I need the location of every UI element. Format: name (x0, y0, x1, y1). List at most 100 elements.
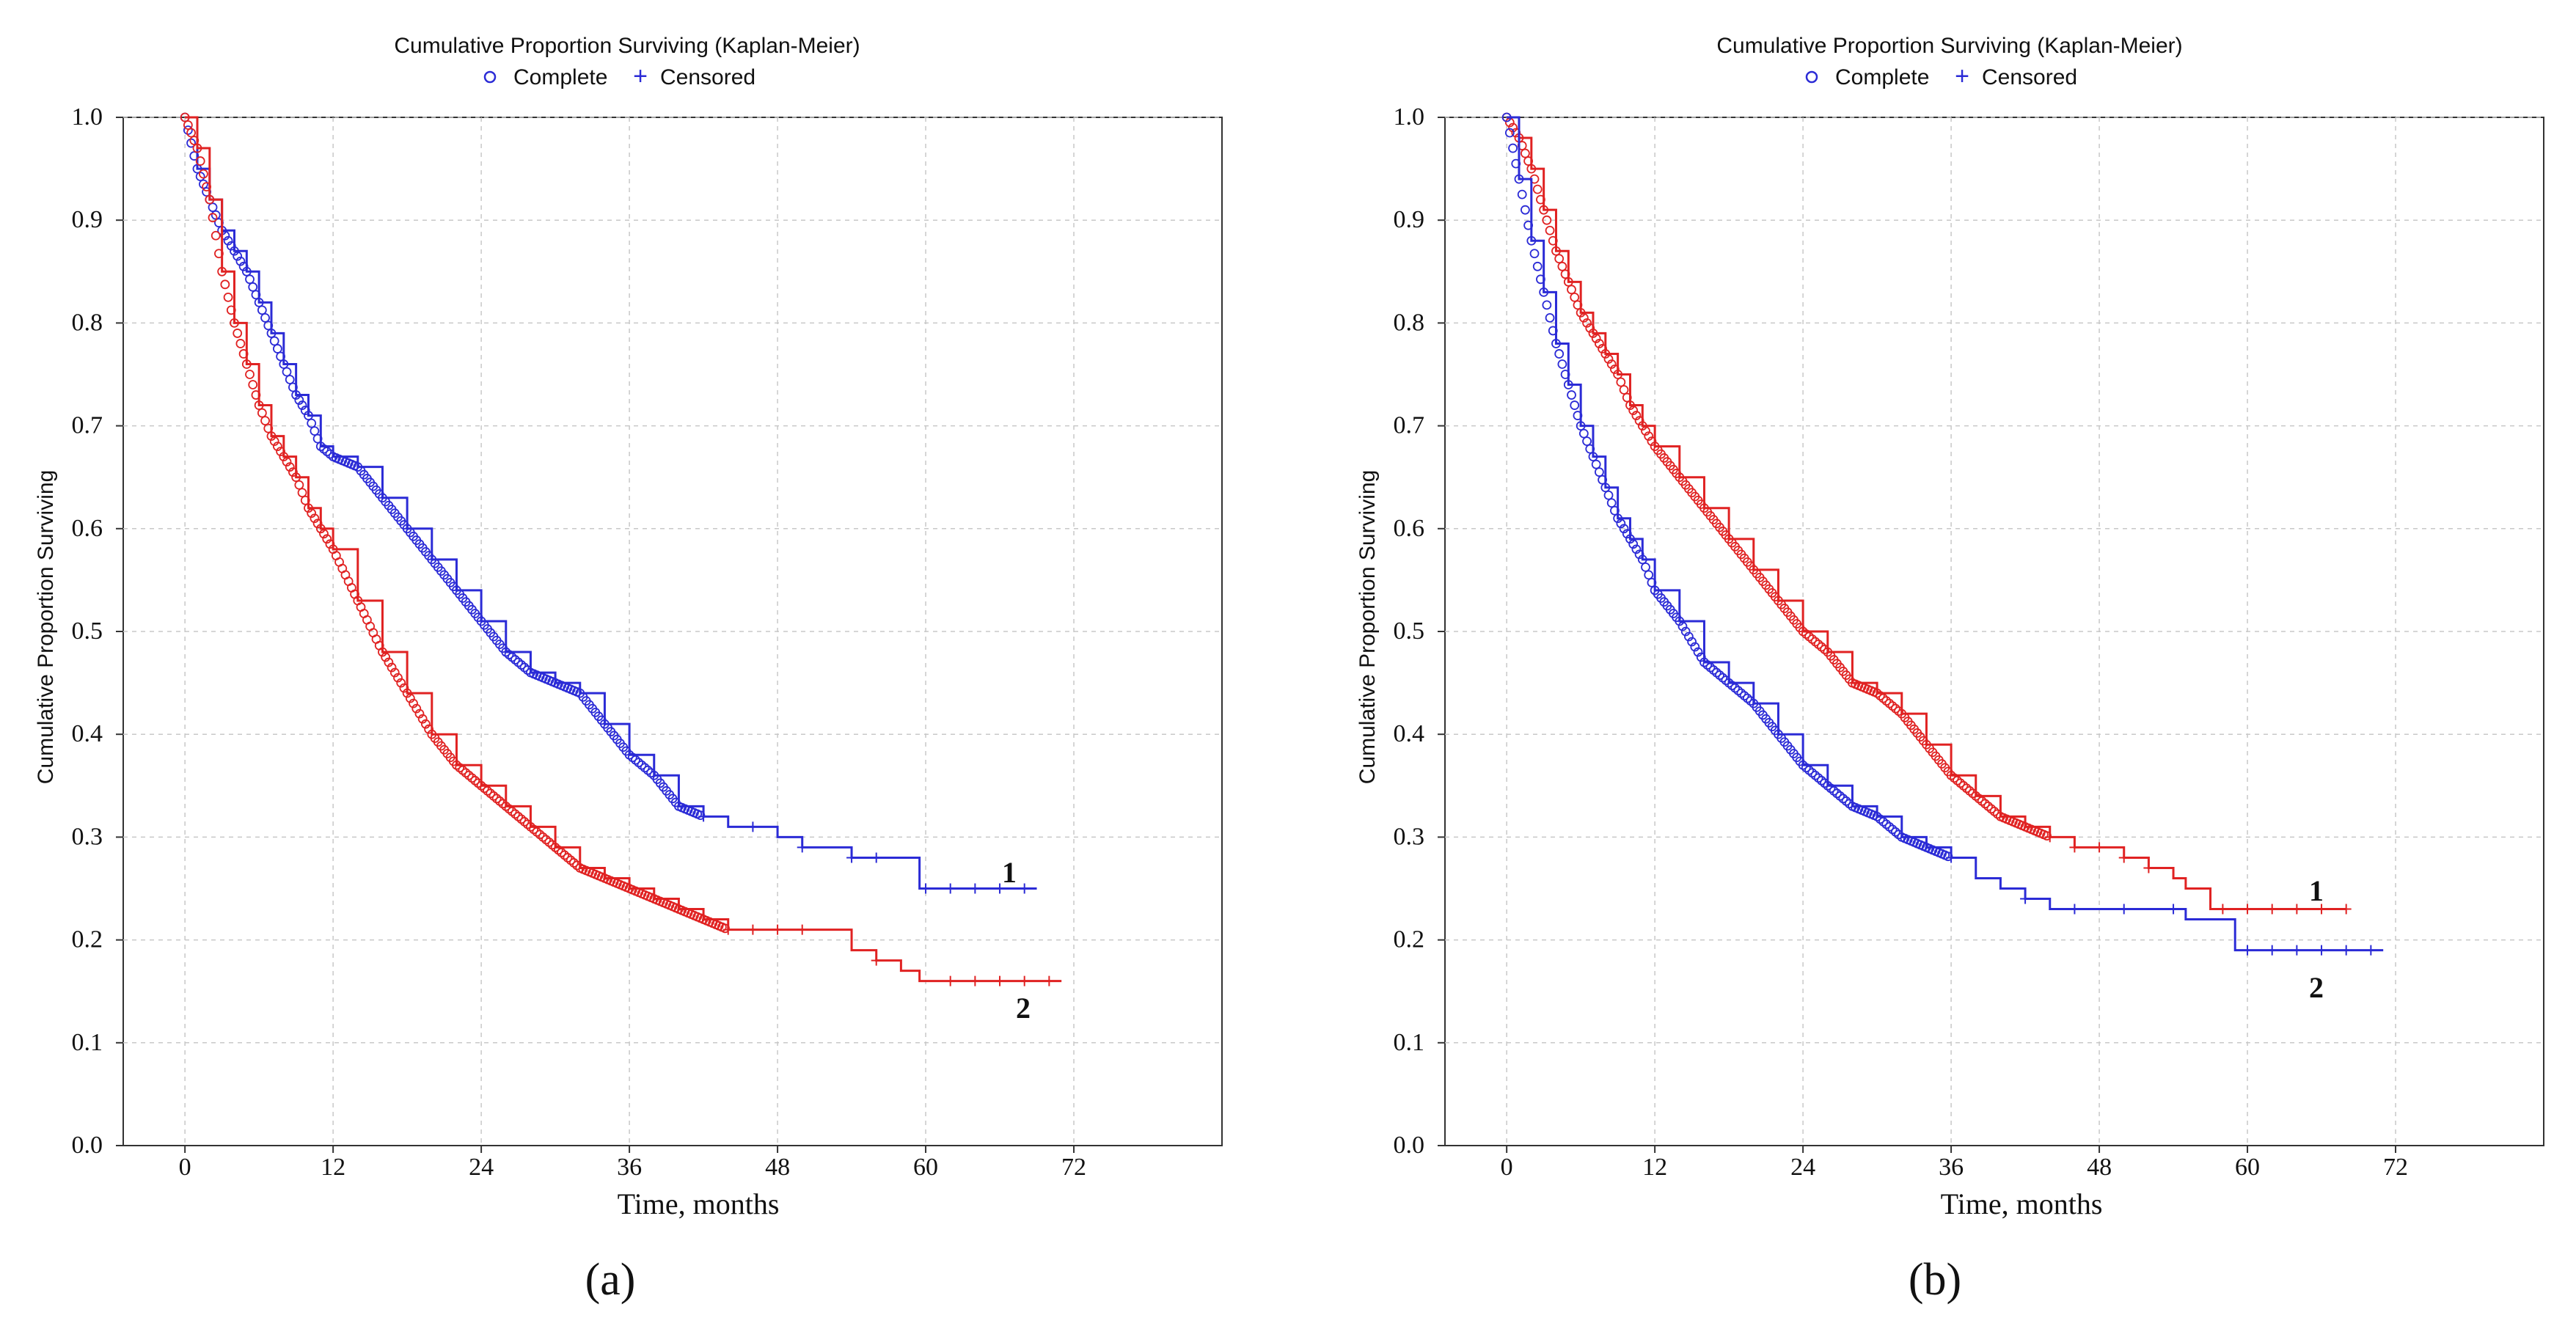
censored-marker (2143, 862, 2154, 873)
censored-marker (2242, 945, 2253, 956)
complete-marker (1557, 261, 1567, 271)
series-line-1 (1507, 116, 2346, 911)
censored-marker (970, 883, 981, 894)
complete-marker (183, 120, 193, 130)
complete-marker (1521, 148, 1530, 158)
complete-marker (1600, 349, 1611, 359)
complete-marker (405, 693, 415, 703)
complete-marker (1567, 285, 1576, 295)
complete-marker (1693, 647, 1703, 657)
series-line-2 (185, 116, 1062, 983)
complete-marker (186, 128, 196, 138)
censored-marker (2069, 842, 2080, 853)
censored-marker (846, 852, 857, 863)
complete-marker (1563, 276, 1573, 287)
complete-marker (1631, 411, 1642, 420)
complete-marker (1578, 428, 1589, 439)
y-tick-label: 0.6 (72, 515, 103, 542)
complete-marker (1545, 312, 1555, 323)
complete-marker (1684, 631, 1694, 642)
complete-marker (233, 329, 243, 338)
complete-marker (263, 423, 274, 433)
censored-marker (1044, 975, 1055, 986)
y-tick-label: 0.4 (72, 720, 103, 747)
complete-marker (254, 297, 264, 307)
complete-marker (266, 431, 277, 442)
censored-marker (747, 821, 758, 832)
complete-marker (1536, 194, 1545, 205)
censored-marker (2341, 945, 2352, 956)
complete-marker (1637, 554, 1647, 565)
complete-marker (1554, 254, 1565, 264)
complete-marker (211, 230, 221, 241)
complete-marker (1508, 143, 1518, 153)
complete-marker (1545, 225, 1555, 235)
complete-marker (378, 647, 387, 657)
complete-marker (1628, 406, 1639, 415)
chart-panel-b: Cumulative Proportion Surviving (Kaplan-… (1355, 34, 2544, 1305)
legend-complete-marker (483, 70, 497, 84)
complete-marker (1622, 392, 1632, 403)
complete-marker (279, 452, 289, 462)
complete-marker (399, 683, 409, 693)
y-tick-label: 0.1 (72, 1029, 103, 1056)
complete-marker (285, 375, 295, 384)
complete-marker (420, 719, 431, 729)
complete-marker (1521, 205, 1530, 215)
complete-marker (223, 235, 233, 246)
complete-marker (195, 156, 205, 166)
censored-marker (2341, 904, 2352, 915)
censored-marker (722, 924, 733, 935)
complete-marker (276, 447, 286, 457)
complete-marker (1585, 444, 1595, 454)
complete-marker (272, 442, 282, 452)
complete-marker (310, 426, 320, 436)
complete-marker (1616, 377, 1626, 387)
complete-marker (1641, 426, 1650, 436)
y-tick-label: 0.8 (1394, 309, 1425, 336)
complete-marker (1687, 637, 1697, 647)
complete-marker (276, 351, 286, 362)
complete-marker (304, 503, 313, 513)
legend: Complete + Censored (1805, 62, 2077, 90)
complete-marker (294, 395, 304, 405)
complete-marker (417, 714, 428, 724)
complete-marker (202, 182, 212, 192)
complete-marker (226, 241, 236, 251)
complete-marker (1680, 626, 1691, 637)
x-axis: 0 12 24 36 48 60 72 (1501, 1146, 2408, 1181)
complete-marker (1517, 189, 1527, 199)
y-tick-label: 0.2 (1394, 926, 1425, 953)
complete-marker (223, 292, 233, 302)
x-axis: 0 12 24 36 48 60 72 (179, 1146, 1086, 1181)
censored-marker (2316, 904, 2327, 915)
censored-marker (995, 883, 1006, 894)
y-axis: 0.0 0.1 0.2 0.3 0.4 0.5 0.6 0.7 0.8 0.9 1.0 (1394, 103, 1445, 1159)
complete-marker (1598, 344, 1608, 354)
curve-label-1: 1 (1002, 856, 1017, 889)
complete-marker (1504, 117, 1515, 128)
complete-marker (1576, 421, 1586, 431)
complete-marker (217, 266, 227, 276)
y-axis-label: Cumulative Proportion Surviving (1355, 470, 1380, 785)
complete-marker (1548, 235, 1558, 246)
complete-marker (288, 467, 298, 477)
grid (123, 117, 1222, 1146)
censored-marker (871, 852, 882, 863)
complete-marker (1647, 436, 1657, 447)
complete-marker (1539, 205, 1549, 215)
complete-marker (2042, 831, 2052, 841)
complete-marker (238, 349, 249, 359)
x-tick-label: 48 (765, 1154, 790, 1181)
complete-marker (1641, 562, 1650, 572)
x-axis-label: Time, months (1941, 1187, 2103, 1220)
complete-marker (297, 488, 307, 498)
complete-marker (189, 136, 200, 145)
complete-marker (279, 359, 289, 369)
complete-marker (1542, 215, 1552, 225)
complete-marker (251, 290, 261, 300)
y-axis: 0.0 0.1 0.2 0.3 0.4 0.5 0.6 0.7 0.8 0.9 1.0 (72, 103, 123, 1159)
complete-marker (285, 462, 295, 472)
panel-label-a: (a) (585, 1255, 636, 1305)
censored-marker (995, 975, 1006, 986)
